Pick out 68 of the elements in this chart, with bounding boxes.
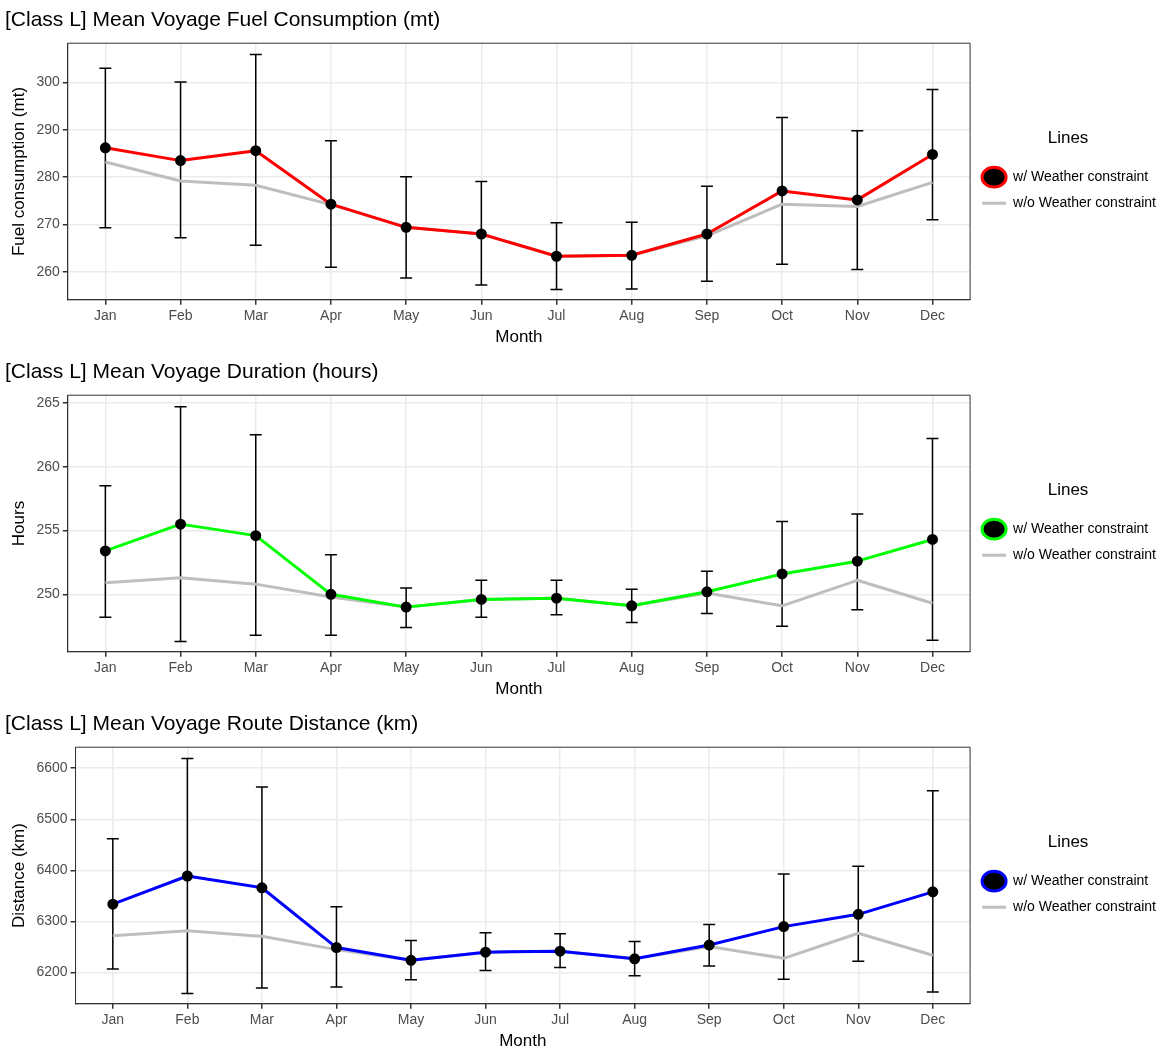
- x-tick-label: Sep: [694, 659, 720, 676]
- x-tick-label: Dec: [920, 659, 945, 676]
- y-tick-label: 260: [36, 262, 60, 279]
- x-tick-label: Apr: [320, 659, 343, 676]
- x-tick-label: Jul: [551, 1011, 570, 1028]
- chart-title: [Class L] Mean Voyage Fuel Consumption (mt): [5, 7, 441, 31]
- x-tick-label: Jun: [470, 659, 493, 676]
- x-tick-label: Jul: [547, 307, 566, 324]
- x-tick-label: Jun: [470, 307, 493, 324]
- legend-label: w/ Weather constraint: [1012, 872, 1149, 889]
- legend-title: Lines: [1047, 479, 1089, 499]
- x-tick-label: Mar: [249, 1011, 275, 1028]
- x-tick-label: Oct: [772, 1011, 795, 1028]
- legend-label: w/ Weather constraint: [1012, 168, 1149, 185]
- x-axis-title: Month: [495, 327, 543, 347]
- x-tick-label: Feb: [168, 307, 193, 324]
- x-tick-label: May: [397, 1011, 425, 1028]
- legend-title: Lines: [1047, 831, 1089, 851]
- x-tick-label: Sep: [696, 1011, 722, 1028]
- y-tick-label: 6400: [36, 861, 68, 878]
- y-tick-label: 260: [36, 457, 60, 474]
- x-tick-label: Oct: [771, 659, 794, 676]
- x-tick-label: Jan: [94, 659, 117, 676]
- y-tick-label: 265: [36, 393, 60, 410]
- legend-label: w/o Weather constraint: [1012, 546, 1157, 563]
- x-tick-label: Oct: [771, 307, 794, 324]
- x-tick-label: May: [392, 307, 420, 324]
- x-tick-label: Dec: [920, 1011, 946, 1028]
- x-tick-label: Aug: [619, 659, 645, 676]
- x-tick-label: May: [392, 659, 420, 676]
- chart-title: [Class L] Mean Voyage Route Distance (km): [5, 711, 419, 735]
- x-tick-label: Apr: [320, 307, 343, 324]
- x-tick-label: Aug: [619, 307, 645, 324]
- y-axis-title: Hours: [8, 500, 28, 547]
- legend-label: w/ Weather constraint: [1012, 520, 1149, 537]
- x-tick-label: Jul: [547, 659, 566, 676]
- x-tick-label: Jan: [94, 307, 117, 324]
- x-tick-label: Nov: [844, 307, 870, 324]
- y-axis-title: Fuel consumption (mt): [8, 86, 28, 257]
- x-axis-title: Month: [499, 1031, 547, 1051]
- x-tick-label: Feb: [175, 1011, 200, 1028]
- x-tick-label: Feb: [168, 659, 193, 676]
- x-tick-label: Mar: [243, 659, 269, 676]
- x-tick-label: Apr: [325, 1011, 348, 1028]
- x-tick-label: Jan: [101, 1011, 125, 1028]
- y-tick-label: 280: [36, 168, 60, 185]
- legend-title: Lines: [1047, 127, 1089, 147]
- y-tick-label: 6500: [36, 810, 68, 827]
- y-tick-label: 6600: [36, 759, 68, 776]
- x-tick-label: Sep: [694, 307, 720, 324]
- legend-label: w/o Weather constraint: [1012, 898, 1157, 915]
- y-tick-label: 270: [36, 215, 60, 232]
- x-tick-label: Dec: [920, 307, 945, 324]
- y-tick-label: 250: [36, 585, 60, 602]
- legend-label: w/o Weather constraint: [1012, 194, 1157, 211]
- y-tick-label: 290: [36, 120, 60, 137]
- x-tick-label: Jun: [474, 1011, 497, 1028]
- y-tick-label: 300: [36, 73, 60, 90]
- y-tick-label: 255: [36, 521, 60, 538]
- x-tick-label: Mar: [243, 307, 269, 324]
- y-tick-label: 6200: [36, 963, 68, 980]
- x-tick-label: Nov: [845, 1011, 871, 1028]
- x-tick-label: Nov: [844, 659, 870, 676]
- y-axis-title: Distance (km): [8, 823, 28, 928]
- x-tick-label: Aug: [622, 1011, 648, 1028]
- y-tick-label: 6300: [36, 912, 68, 929]
- chart-title: [Class L] Mean Voyage Duration (hours): [5, 359, 379, 383]
- x-axis-title: Month: [495, 679, 543, 699]
